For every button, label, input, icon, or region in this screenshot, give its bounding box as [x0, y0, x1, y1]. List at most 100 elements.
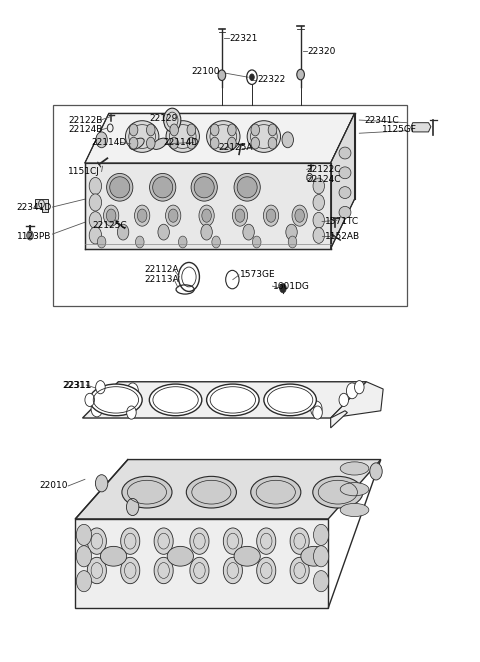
Circle shape — [313, 545, 329, 567]
Circle shape — [355, 381, 364, 394]
Ellipse shape — [153, 138, 167, 150]
Circle shape — [91, 401, 103, 417]
Circle shape — [154, 528, 173, 554]
Circle shape — [313, 524, 329, 545]
Text: 1571TC: 1571TC — [325, 217, 359, 226]
Ellipse shape — [100, 546, 127, 566]
Text: 22010: 22010 — [39, 481, 68, 491]
Circle shape — [212, 236, 220, 248]
Ellipse shape — [339, 187, 351, 199]
Circle shape — [127, 383, 138, 399]
Ellipse shape — [340, 462, 369, 475]
Ellipse shape — [237, 177, 257, 198]
Circle shape — [235, 209, 245, 222]
Text: 1573GE: 1573GE — [240, 271, 276, 279]
Circle shape — [251, 137, 260, 149]
Ellipse shape — [340, 503, 369, 516]
Circle shape — [170, 124, 179, 136]
Polygon shape — [75, 519, 328, 608]
Circle shape — [250, 74, 254, 81]
Ellipse shape — [339, 147, 351, 159]
Polygon shape — [35, 199, 48, 213]
Text: 22114D: 22114D — [164, 138, 199, 147]
Ellipse shape — [264, 384, 316, 416]
Circle shape — [286, 224, 297, 240]
Circle shape — [166, 205, 181, 226]
Circle shape — [97, 236, 106, 248]
Circle shape — [202, 209, 211, 222]
Polygon shape — [331, 410, 348, 428]
Text: 22341C: 22341C — [364, 116, 399, 124]
Text: 1151CJ: 1151CJ — [68, 167, 100, 176]
Ellipse shape — [339, 167, 351, 179]
Text: 22322: 22322 — [257, 75, 286, 84]
Circle shape — [210, 137, 219, 149]
Polygon shape — [328, 459, 381, 608]
Ellipse shape — [130, 138, 144, 150]
Ellipse shape — [186, 477, 237, 508]
Circle shape — [223, 557, 242, 584]
Circle shape — [89, 212, 102, 229]
Text: 1125GF: 1125GF — [382, 125, 417, 134]
Circle shape — [295, 209, 304, 222]
Circle shape — [210, 124, 219, 136]
Circle shape — [146, 137, 155, 149]
Circle shape — [134, 205, 150, 226]
Bar — [53, 105, 407, 306]
Ellipse shape — [234, 546, 260, 566]
Circle shape — [117, 224, 129, 240]
Ellipse shape — [110, 177, 130, 198]
Circle shape — [201, 224, 212, 240]
Circle shape — [154, 557, 173, 584]
Circle shape — [104, 205, 119, 226]
Circle shape — [288, 236, 297, 248]
Polygon shape — [411, 122, 431, 132]
Circle shape — [158, 224, 169, 240]
Circle shape — [199, 205, 214, 226]
Text: 22100: 22100 — [192, 68, 220, 76]
Text: 22114D: 22114D — [91, 138, 126, 147]
Circle shape — [135, 236, 144, 248]
Circle shape — [96, 132, 108, 148]
Circle shape — [228, 137, 236, 149]
Circle shape — [268, 124, 277, 136]
Text: 22129: 22129 — [149, 115, 178, 123]
Circle shape — [313, 195, 324, 211]
Circle shape — [146, 124, 155, 136]
Ellipse shape — [251, 477, 301, 508]
Circle shape — [96, 381, 105, 394]
Circle shape — [218, 70, 226, 81]
Circle shape — [290, 528, 309, 554]
Ellipse shape — [125, 120, 159, 152]
Text: 22311: 22311 — [63, 381, 92, 389]
Ellipse shape — [247, 120, 281, 152]
Ellipse shape — [234, 173, 260, 201]
Ellipse shape — [206, 120, 240, 152]
Circle shape — [190, 528, 209, 554]
Circle shape — [290, 557, 309, 584]
Circle shape — [89, 227, 102, 244]
Ellipse shape — [191, 173, 217, 201]
Circle shape — [223, 528, 242, 554]
Circle shape — [313, 228, 324, 244]
Circle shape — [297, 70, 304, 80]
Circle shape — [292, 205, 307, 226]
Circle shape — [257, 557, 276, 584]
Circle shape — [168, 209, 178, 222]
Circle shape — [127, 406, 136, 419]
Ellipse shape — [340, 483, 369, 496]
Circle shape — [170, 137, 179, 149]
Polygon shape — [75, 459, 381, 519]
Circle shape — [266, 209, 276, 222]
Circle shape — [129, 137, 138, 149]
Circle shape — [339, 393, 348, 406]
Text: 1601DG: 1601DG — [274, 281, 310, 291]
Text: 1152AB: 1152AB — [325, 232, 360, 240]
Circle shape — [311, 401, 322, 417]
Ellipse shape — [122, 477, 172, 508]
Circle shape — [76, 524, 92, 545]
Polygon shape — [331, 382, 383, 418]
Ellipse shape — [339, 207, 351, 218]
Polygon shape — [85, 163, 331, 249]
Circle shape — [120, 557, 140, 584]
